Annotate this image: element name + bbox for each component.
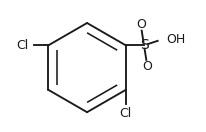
Text: O: O [136, 18, 146, 31]
Text: Cl: Cl [119, 107, 132, 120]
Text: OH: OH [166, 33, 186, 46]
Text: O: O [142, 60, 152, 73]
Text: Cl: Cl [16, 39, 29, 52]
Text: S: S [140, 38, 148, 52]
